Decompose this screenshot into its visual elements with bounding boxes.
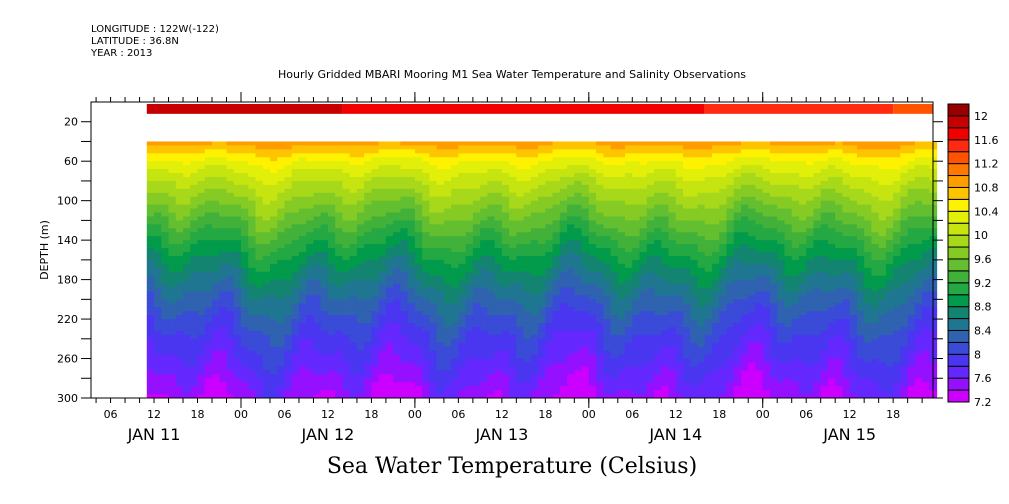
x-day-label: JAN 11	[127, 425, 181, 444]
colorbar-bin	[947, 246, 970, 260]
colorbar-bin	[947, 365, 970, 379]
x-hour-tick-label: 00	[234, 408, 248, 421]
colorbar-bin	[947, 210, 970, 224]
colorbar-bin	[947, 329, 970, 343]
x-hour-tick-label: 00	[582, 408, 596, 421]
colorbar-bin	[947, 377, 970, 391]
y-tick-label: 140	[57, 234, 78, 247]
colorbar-tick-label: 8	[974, 348, 981, 361]
x-day-label: JAN 13	[474, 425, 528, 444]
x-hour-tick-label: 06	[625, 408, 639, 421]
x-hour-tick-label: 00	[756, 408, 770, 421]
colorbar-bin	[947, 306, 970, 320]
colorbar-bin	[947, 294, 970, 308]
colorbar-bin	[947, 115, 970, 129]
surface-band-segment	[146, 103, 343, 114]
colorbar-bin	[947, 341, 970, 355]
colorbar-bin	[947, 282, 970, 296]
surface-band-segment	[342, 103, 705, 114]
colorbar: 7.2 7.6 8 8.4 8.8 9.2 9.6 10 10.4 10.8 11.2 11.6 12	[947, 103, 999, 409]
x-day-label: JAN 15	[822, 425, 876, 444]
colorbar-tick-label: 9.6	[974, 253, 992, 266]
y-tick-label: 300	[57, 392, 78, 405]
colorbar-tick-label: 11.2	[974, 158, 999, 171]
colorbar-tick-label: 12	[974, 110, 988, 123]
colorbar-tick-label: 10.8	[974, 181, 999, 194]
x-hour-tick-label: 12	[669, 408, 683, 421]
x-hour-tick-label: 06	[104, 408, 118, 421]
chart-title: Hourly Gridded MBARI Mooring M1 Sea Wate…	[277, 68, 747, 81]
year-label: YEAR : 2013	[91, 48, 153, 59]
colorbar-bin	[947, 151, 970, 165]
colorbar-tick-label: 8.8	[974, 301, 992, 314]
y-axis-label: DEPTH (m)	[38, 220, 51, 280]
colorbar-bin	[947, 389, 970, 403]
longitude-label: LONGITUDE : 122W(-122)	[91, 24, 219, 35]
x-day-label: JAN 14	[648, 425, 702, 444]
colorbar-bin	[947, 318, 970, 331]
y-tick-label: 180	[57, 274, 78, 287]
colorbar-bin	[947, 163, 970, 177]
x-hour-tick-label: 18	[886, 408, 900, 421]
colorbar-tick-label: 10.4	[974, 205, 999, 218]
latitude-label: LATITUDE : 36.8N	[91, 36, 179, 47]
colorbar-bin	[947, 175, 970, 188]
colorbar-bin	[947, 103, 970, 117]
colorbar-tick-label: 11.6	[974, 134, 999, 147]
colorbar-bin	[947, 234, 970, 248]
y-tick-label: 100	[57, 195, 78, 208]
x-hour-tick-label: 06	[277, 408, 291, 421]
x-hour-tick-label: 06	[451, 408, 465, 421]
colorbar-bin	[947, 186, 970, 200]
x-day-label: JAN 12	[301, 425, 355, 444]
x-hour-tick-label: 12	[843, 408, 857, 421]
colorbar-bin	[947, 139, 970, 153]
x-hour-tick-label: 18	[538, 408, 552, 421]
colorbar-tick-label: 8.4	[974, 324, 992, 337]
colorbar-tick-label: 9.2	[974, 277, 992, 290]
colorbar-tick-label: 7.6	[974, 372, 992, 385]
x-hour-tick-label: 18	[364, 408, 378, 421]
x-hour-tick-label: 18	[191, 408, 205, 421]
y-tick-label: 20	[64, 116, 78, 129]
y-tick-label: 60	[64, 155, 78, 168]
y-tick-label: 260	[57, 353, 78, 366]
x-hour-tick-label: 12	[495, 408, 509, 421]
x-hour-tick-label: 12	[321, 408, 335, 421]
surface-band-segment	[893, 103, 933, 114]
x-hour-tick-label: 12	[147, 408, 161, 421]
x-axis: 06 12 18 00 06 12 18 00 06 12 18 00 06 12 18 00 06 12 18 JA…	[95, 92, 923, 444]
colorbar-bin	[947, 198, 970, 212]
colorbar-tick-label: 10	[974, 229, 988, 242]
colorbar-variable-label: Sea Water Temperature (Celsius)	[326, 454, 698, 479]
colorbar-bin	[947, 270, 970, 284]
x-hour-tick-label: 06	[799, 408, 813, 421]
colorbar-tick-label: 7.2	[974, 396, 992, 409]
colorbar-bin	[947, 127, 970, 141]
colorbar-bin	[947, 222, 970, 236]
y-axis: 20 60 100 140 180 220 260 300	[57, 116, 943, 405]
x-hour-tick-label: 00	[408, 408, 422, 421]
plot-frame	[90, 101, 934, 399]
plot-area	[146, 103, 938, 399]
y-tick-label: 220	[57, 313, 78, 326]
colorbar-bin	[947, 258, 970, 272]
surface-band-segment	[704, 103, 894, 114]
x-hour-tick-label: 18	[712, 408, 726, 421]
colorbar-bin	[947, 353, 970, 367]
